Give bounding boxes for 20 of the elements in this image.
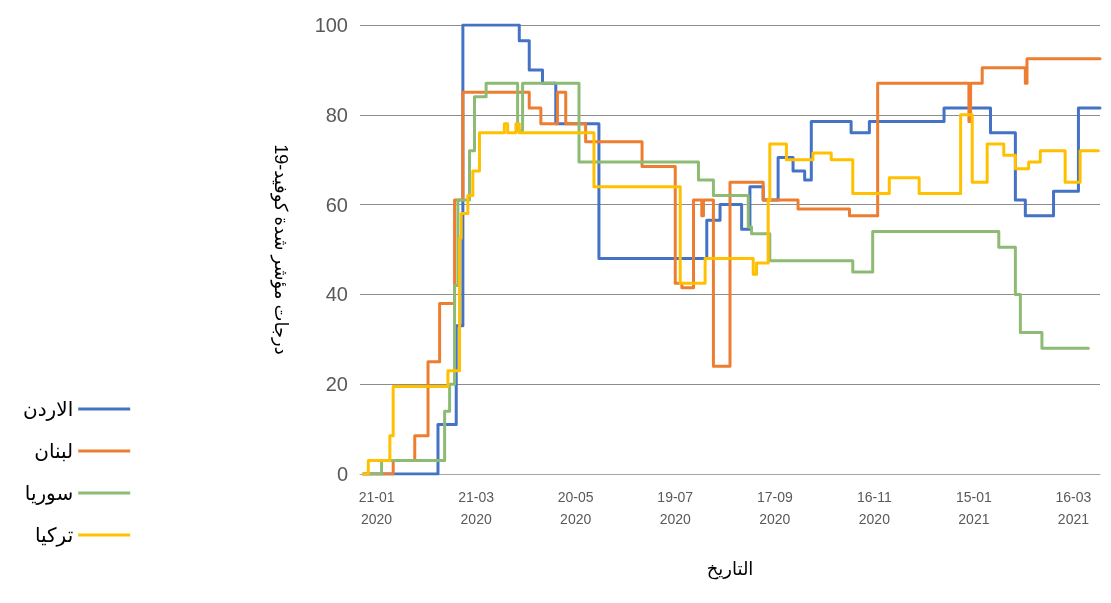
- legend-label: الاردن: [23, 398, 74, 421]
- x-tick-label: 16-11 2020: [856, 489, 892, 527]
- x-tick-label: 21-03 2020: [458, 489, 495, 527]
- y-axis-title: درجات مؤشر شدة كوفيد-19: [270, 144, 291, 355]
- x-tick-label: 19-07 2020: [657, 489, 694, 527]
- y-tick-label: 40: [325, 283, 348, 306]
- y-tick-label: 100: [314, 14, 348, 36]
- legend-label: تركيا: [34, 524, 74, 547]
- y-tick-label: 20: [325, 373, 348, 396]
- y-tick-label: 0: [336, 463, 348, 485]
- legend-label: لبنان: [34, 440, 74, 462]
- x-tick-label: 20-05 2020: [557, 489, 594, 527]
- x-tick-label: 21-01 2020: [358, 489, 395, 527]
- x-axis-title: التاريخ: [706, 559, 754, 580]
- y-tick-label: 80: [325, 103, 348, 126]
- y-tick-label: 60: [325, 193, 348, 216]
- x-tick-label: 16-03 2021: [1055, 489, 1092, 527]
- legend-label: سوريا: [24, 482, 74, 505]
- x-tick-label: 15-01 2021: [956, 489, 993, 527]
- x-tick-label: 17-09 2020: [756, 489, 793, 527]
